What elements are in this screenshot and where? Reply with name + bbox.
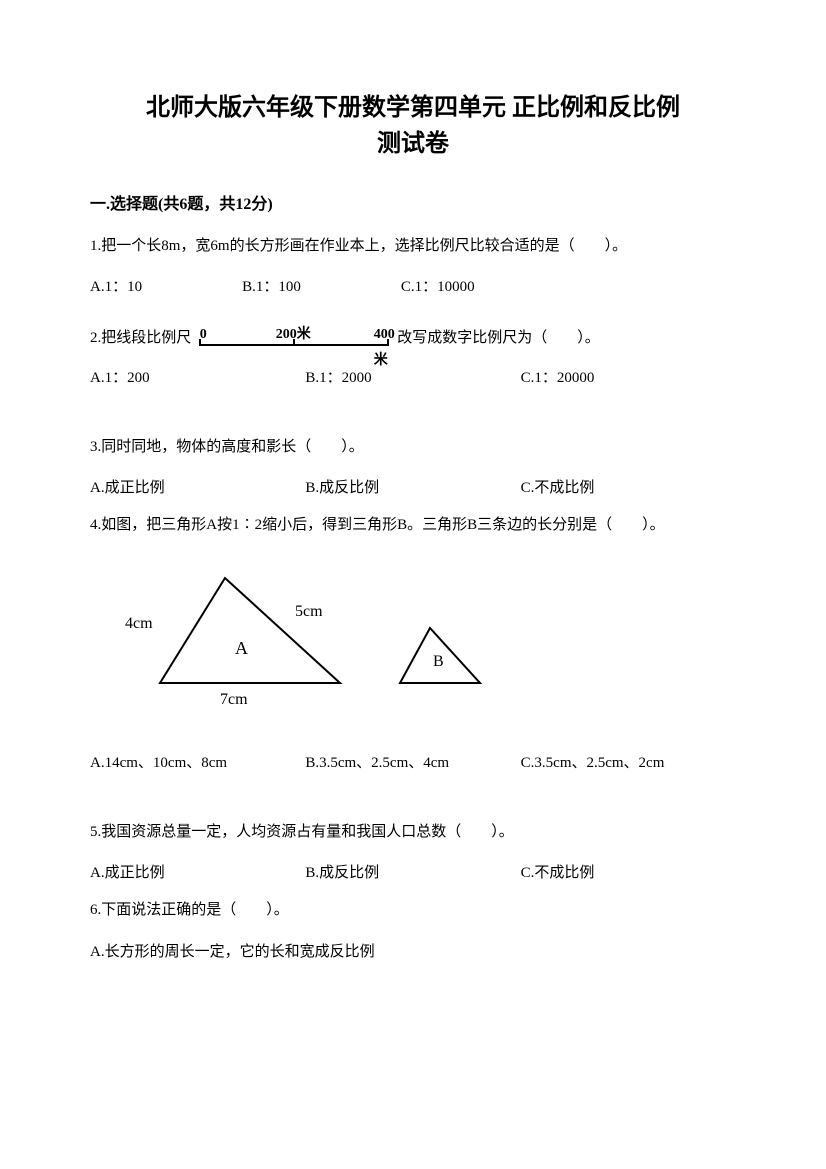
q5-option-a: A.成正比例 [90, 861, 305, 882]
scale-label-2: 400米 [374, 322, 395, 375]
q6-option-a: A.长方形的周长一定，它的长和宽成反比例 [90, 938, 736, 967]
q2-option-c: C.1：20000 [521, 366, 736, 387]
q4-option-a: A.14cm、10cm、8cm [90, 751, 305, 772]
scale-label-0: 0 [200, 322, 207, 349]
q4-option-c: C.3.5cm、2.5cm、2cm [521, 751, 736, 772]
title-line2: 测试卷 [90, 126, 736, 162]
label-7cm: 7cm [220, 691, 248, 709]
q2-option-a: A.1：200 [90, 366, 305, 387]
q4-option-b: B.3.5cm、2.5cm、4cm [305, 751, 520, 772]
question-6: 6.下面说法正确的是（ ）。 [90, 896, 736, 925]
question-3-options: A.成正比例 B.成反比例 C.不成比例 [90, 476, 736, 497]
q3-option-b: B.成反比例 [305, 476, 520, 497]
question-1: 1.把一个长8m，宽6m的长方形画在作业本上，选择比例尺比较合适的是（ ）。 [90, 232, 736, 261]
label-triangle-b: B [433, 653, 444, 671]
label-5cm: 5cm [295, 603, 323, 621]
triangle-diagram: 4cm 5cm 7cm A B [110, 563, 736, 713]
scale-diagram: 0 200米 400米 [199, 326, 389, 350]
triangles-svg [110, 563, 510, 703]
label-4cm: 4cm [125, 615, 153, 633]
q1-option-c: C.1：10000 [401, 275, 475, 296]
q3-option-c: C.不成比例 [521, 476, 736, 497]
scale-label-1: 200米 [276, 322, 311, 349]
question-3: 3.同时同地，物体的高度和影长（ ）。 [90, 433, 736, 462]
question-4-options: A.14cm、10cm、8cm B.3.5cm、2.5cm、4cm C.3.5c… [90, 751, 736, 772]
q5-option-b: B.成反比例 [305, 861, 520, 882]
question-5-options: A.成正比例 B.成反比例 C.不成比例 [90, 861, 736, 882]
question-5: 5.我国资源总量一定，人均资源占有量和我国人口总数（ ）。 [90, 818, 736, 847]
label-triangle-a: A [235, 638, 248, 659]
question-2: 2.把线段比例尺 0 200米 400米 改写成数字比例尺为（ ）。 [90, 324, 736, 353]
q2-option-b: B.1：2000 [305, 366, 520, 387]
q2-suffix: 改写成数字比例尺为（ ）。 [397, 324, 600, 353]
q1-option-b: B.1：100 [242, 275, 301, 296]
q2-prefix: 2.把线段比例尺 [90, 324, 191, 353]
q3-option-a: A.成正比例 [90, 476, 305, 497]
page-title: 北师大版六年级下册数学第四单元 正比例和反比例 测试卷 [90, 90, 736, 162]
q1-option-a: A.1：10 [90, 275, 142, 296]
question-2-options: A.1：200 B.1：2000 C.1：20000 [90, 366, 736, 387]
title-line1: 北师大版六年级下册数学第四单元 正比例和反比例 [90, 90, 736, 126]
question-4: 4.如图，把三角形A按1∶2缩小后，得到三角形B。三角形B三条边的长分别是（ ）… [90, 511, 736, 540]
q5-option-c: C.不成比例 [521, 861, 736, 882]
question-1-options: A.1：10 B.1：100 C.1：10000 [90, 275, 736, 296]
section-header-1: 一.选择题(共6题，共12分) [90, 190, 736, 214]
